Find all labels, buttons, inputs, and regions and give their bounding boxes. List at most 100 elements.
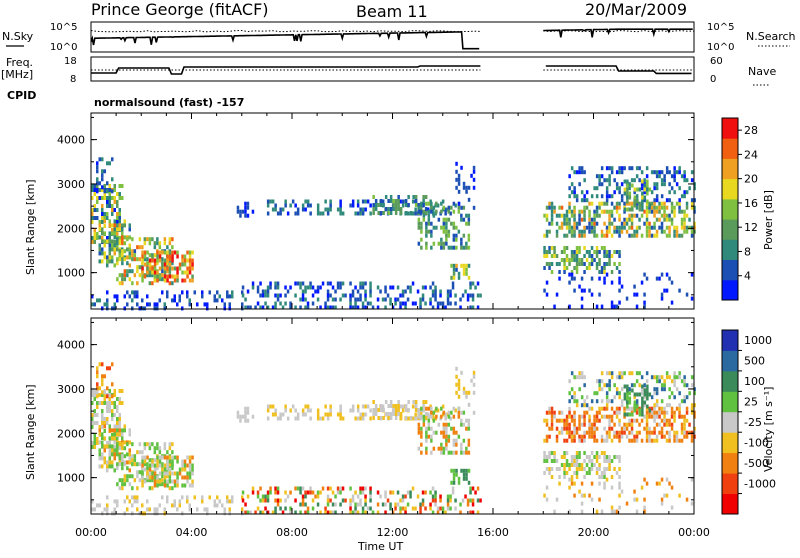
range-gate-cell bbox=[598, 182, 601, 187]
range-gate-cell bbox=[543, 455, 546, 459]
range-gate-cell bbox=[665, 493, 669, 498]
range-gate-cell bbox=[615, 250, 619, 254]
range-gate-cell bbox=[610, 418, 614, 423]
range-gate-cell bbox=[449, 416, 452, 421]
range-gate-cell bbox=[113, 240, 116, 244]
range-gate-cell bbox=[131, 298, 134, 303]
range-gate-cell bbox=[476, 281, 480, 286]
range-gate-cell bbox=[163, 446, 167, 451]
range-gate-cell bbox=[113, 445, 116, 449]
range-gate-cell bbox=[628, 387, 631, 392]
range-gate-cell bbox=[191, 258, 194, 263]
beam-label: Beam 11 bbox=[356, 2, 428, 21]
range-gate-cell bbox=[425, 406, 428, 411]
range-gate-cell bbox=[106, 161, 109, 166]
range-gate-cell bbox=[304, 494, 307, 499]
range-gate-cell bbox=[608, 182, 611, 187]
range-gate-cell bbox=[377, 203, 380, 207]
range-gate-cell bbox=[573, 288, 576, 293]
range-gate-cell bbox=[93, 389, 96, 393]
range-gate-cell bbox=[96, 370, 99, 375]
range-gate-cell bbox=[339, 404, 342, 409]
range-gate-cell bbox=[653, 418, 656, 423]
range-gate-cell bbox=[421, 285, 425, 290]
range-gate-cell bbox=[673, 170, 676, 175]
range-gate-cell bbox=[276, 285, 280, 290]
range-gate-cell bbox=[269, 486, 272, 491]
range-gate-cell bbox=[166, 463, 169, 468]
range-gate-cell bbox=[271, 207, 275, 212]
range-gate-cell bbox=[259, 293, 262, 298]
range-gate-cell bbox=[590, 194, 594, 199]
range-gate-cell bbox=[643, 187, 647, 192]
range-gate-cell bbox=[630, 178, 634, 183]
range-gate-cell bbox=[440, 209, 443, 214]
range-gate-cell bbox=[558, 276, 561, 281]
range-gate-cell bbox=[131, 257, 134, 262]
range-gate-cell bbox=[675, 430, 679, 435]
range-gate-cell bbox=[384, 502, 387, 507]
range-gate-cell bbox=[615, 430, 619, 435]
range-gate-cell bbox=[442, 434, 446, 439]
range-gate-cell bbox=[143, 511, 146, 516]
range-gate-cell bbox=[284, 285, 287, 290]
range-gate-cell bbox=[116, 247, 119, 252]
range-gate-cell bbox=[191, 483, 194, 488]
range-gate-cell bbox=[471, 281, 475, 286]
range-gate-cell bbox=[113, 247, 116, 252]
range-gate-cell bbox=[276, 211, 280, 216]
range-gate-cell bbox=[450, 468, 453, 473]
range-gate-cell bbox=[414, 400, 418, 404]
range-gate-cell bbox=[454, 506, 457, 511]
range-gate-cell bbox=[620, 375, 624, 380]
range-gate-cell bbox=[101, 362, 104, 367]
range-gate-cell bbox=[151, 486, 154, 491]
range-gate-cell bbox=[156, 302, 159, 307]
range-gate-cell bbox=[101, 259, 104, 264]
range-gate-cell bbox=[628, 371, 631, 376]
range-gate-cell bbox=[583, 170, 586, 175]
range-gate-cell bbox=[615, 304, 619, 309]
range-gate-cell bbox=[156, 463, 159, 468]
range-gate-cell bbox=[603, 471, 606, 475]
range-gate-cell bbox=[191, 463, 194, 468]
range-gate-cell bbox=[548, 221, 551, 226]
range-gate-cell bbox=[113, 511, 116, 516]
range-gate-cell bbox=[183, 262, 187, 267]
range-gate-cell bbox=[397, 408, 400, 412]
range-gate-cell bbox=[668, 430, 671, 435]
range-gate-cell bbox=[543, 493, 546, 498]
range-gate-cell bbox=[113, 196, 116, 200]
range-gate-cell bbox=[603, 233, 606, 238]
range-gate-cell bbox=[106, 204, 109, 208]
range-gate-cell bbox=[254, 510, 257, 515]
range-gate-cell bbox=[615, 375, 619, 380]
range-gate-cell bbox=[633, 284, 636, 289]
range-gate-cell bbox=[396, 285, 400, 290]
range-gate-cell bbox=[472, 370, 476, 375]
range-gate-cell bbox=[181, 475, 184, 480]
range-gate-cell bbox=[623, 209, 626, 214]
range-gate-cell bbox=[605, 414, 609, 419]
range-gate-cell bbox=[399, 293, 402, 298]
range-gate-cell bbox=[655, 209, 659, 214]
range-gate-cell bbox=[590, 430, 594, 435]
range-gate-cell bbox=[123, 235, 126, 240]
range-gate-cell bbox=[445, 217, 448, 222]
range-gate-cell bbox=[560, 463, 564, 467]
range-gate-cell bbox=[452, 209, 456, 214]
range-gate-cell bbox=[467, 263, 471, 268]
range-gate-cell bbox=[261, 293, 265, 298]
range-gate-cell bbox=[434, 285, 437, 290]
range-gate-cell bbox=[673, 395, 676, 400]
range-gate-cell bbox=[575, 451, 579, 455]
colorbar-segment bbox=[722, 158, 738, 180]
freq-label-1: Freq. bbox=[6, 56, 33, 69]
range-gate-cell bbox=[382, 203, 385, 207]
range-gate-cell bbox=[663, 406, 666, 411]
range-gate-cell bbox=[454, 498, 457, 503]
range-gate-cell bbox=[341, 211, 345, 216]
range-gate-cell bbox=[590, 262, 594, 266]
range-gate-cell bbox=[435, 406, 438, 411]
range-gate-cell bbox=[168, 257, 172, 262]
